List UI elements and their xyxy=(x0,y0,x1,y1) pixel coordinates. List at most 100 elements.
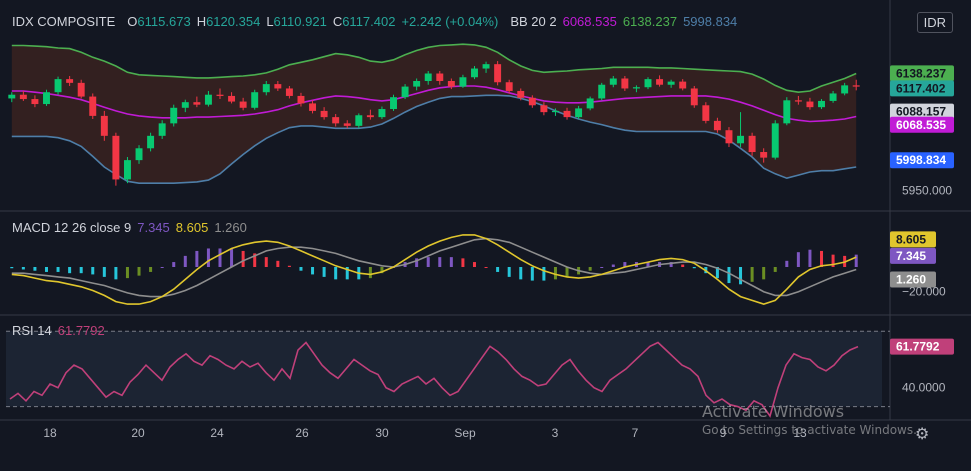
candle-body xyxy=(193,102,201,105)
candle-body xyxy=(181,102,189,108)
candle-body xyxy=(262,84,270,93)
macd-histogram-bar xyxy=(808,249,812,267)
candle-body xyxy=(702,105,710,121)
macd-histogram-bar xyxy=(380,267,384,274)
candle-body xyxy=(482,64,490,69)
macd-histogram-bar xyxy=(496,267,500,272)
windows-watermark: Activate Windows Go to Settings to activ… xyxy=(702,402,917,437)
candle-body xyxy=(228,95,236,102)
macd-histogram-bar xyxy=(854,254,858,267)
bb-fill xyxy=(11,44,857,184)
time-axis-tick: 24 xyxy=(210,426,224,440)
candle-body xyxy=(285,88,293,96)
symbol-name[interactable]: IDX COMPOSITE xyxy=(12,14,116,29)
time-axis-tick: 20 xyxy=(131,426,145,440)
macd-histogram-bar xyxy=(681,264,685,267)
macd-histogram-bar xyxy=(750,267,754,282)
rsi-value: 61.7792 xyxy=(57,323,105,338)
price-axis-label-text: 6088.157 xyxy=(896,105,946,119)
currency-button[interactable]: IDR xyxy=(916,12,953,33)
time-axis-tick: 18 xyxy=(43,426,57,440)
macd-histogram-bar xyxy=(183,255,187,267)
candle-body xyxy=(239,101,247,108)
candle-body xyxy=(19,94,27,100)
time-axis-tick: 7 xyxy=(632,426,639,440)
high-value: 6120.354 xyxy=(206,14,261,29)
high-label: H xyxy=(196,14,207,29)
candle-body xyxy=(43,92,50,105)
macd-histogram-bar xyxy=(669,262,673,267)
macd-histogram-bar xyxy=(276,260,280,267)
close-value: 6117.402 xyxy=(342,14,396,29)
gear-icon[interactable]: ⚙ xyxy=(915,426,930,443)
macd-axis-label-text: 8.605 xyxy=(896,232,926,246)
macd-line-value: 8.605 xyxy=(175,220,209,235)
macd-histogram-bar xyxy=(739,267,743,285)
candle-body xyxy=(355,115,363,126)
candle-body xyxy=(551,110,559,113)
macd-histogram-bar xyxy=(172,262,176,267)
macd-histogram-bar xyxy=(588,267,592,271)
candle-body xyxy=(204,94,212,105)
price-axis-label-bg xyxy=(890,152,954,169)
candle-body xyxy=(818,100,825,108)
close-label: C xyxy=(332,14,343,29)
macd-histogram-bar xyxy=(600,267,604,268)
candle-body xyxy=(332,117,340,124)
macd-histogram-bar xyxy=(461,258,465,267)
macd-histogram-bar xyxy=(345,267,349,280)
candle-body xyxy=(586,98,594,109)
candle-body xyxy=(575,108,583,118)
macd-histogram-bar xyxy=(334,267,338,280)
candle-body xyxy=(540,105,548,113)
macd-histogram-bar xyxy=(368,267,372,279)
price-axis-label: 6088.157 xyxy=(890,103,954,120)
candle-body xyxy=(297,95,305,104)
candle-body xyxy=(829,93,837,101)
candle-body xyxy=(459,77,467,87)
candle-body xyxy=(309,103,317,111)
candle-body xyxy=(505,82,513,91)
macd-histogram-bar xyxy=(449,257,453,267)
candle-body xyxy=(748,135,756,153)
candle-body xyxy=(760,152,768,158)
macd-signal-value: 1.260 xyxy=(214,220,247,235)
bb-label[interactable]: BB 20 2 xyxy=(510,14,557,29)
macd-histogram-bar xyxy=(287,265,291,267)
rsi-label[interactable]: RSI 14 xyxy=(12,323,52,338)
low-label: L xyxy=(266,14,274,29)
macd-histogram-bar xyxy=(646,262,650,267)
candle-body xyxy=(598,84,606,99)
candle-body xyxy=(100,115,108,136)
rsi-axis-tick: 40.0000 xyxy=(902,381,946,395)
macd-histogram-bar xyxy=(692,267,696,269)
candle-body xyxy=(609,78,617,85)
candle-body xyxy=(66,79,74,83)
rsi-axis-label-text: 61.7792 xyxy=(896,340,940,354)
macd-label[interactable]: MACD 12 26 close 9 xyxy=(12,220,132,235)
price-axis-label: 6117.402 xyxy=(890,80,954,97)
bb-lower-value: 5998.834 xyxy=(683,14,738,29)
candle-body xyxy=(632,87,640,89)
candle-body xyxy=(77,82,85,97)
macd-histogram-bar xyxy=(542,267,546,281)
macd-histogram-bar xyxy=(264,257,268,267)
price-axis-label-bg xyxy=(890,103,954,120)
macd-histogram-bar xyxy=(530,267,534,281)
candle-body xyxy=(783,100,791,124)
candle-body xyxy=(343,123,351,126)
macd-histogram-bar xyxy=(206,248,210,267)
macd-histogram-bar xyxy=(773,267,777,272)
candle-body xyxy=(517,90,525,98)
watermark-line-1: Activate Windows xyxy=(702,402,845,421)
candle-body xyxy=(123,160,131,180)
macd-histogram-bar xyxy=(125,267,129,279)
macd-histogram-bar xyxy=(322,267,326,277)
macd-histogram-bar xyxy=(218,248,222,267)
macd-signal-line xyxy=(11,237,857,298)
macd-histogram-bar xyxy=(56,267,60,272)
price-legend: IDX COMPOSITE O6115.673 H6120.354 L6110.… xyxy=(12,14,737,29)
open-label: O xyxy=(127,14,138,29)
